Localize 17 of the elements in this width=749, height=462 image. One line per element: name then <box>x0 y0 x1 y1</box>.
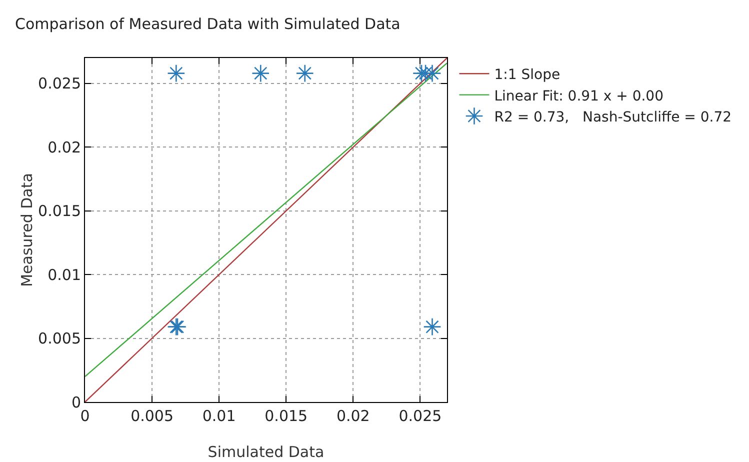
y-tick-label: 0.005 <box>38 330 81 348</box>
x-tick-label: 0.005 <box>130 407 174 425</box>
y-axis-title: Measured Data <box>18 173 36 287</box>
y-tick-label: 0.01 <box>48 266 81 284</box>
legend-label: R2 = 0.73, Nash-Sutcliffe = 0.72 <box>494 109 732 126</box>
y-tick-label: 0 <box>71 393 81 412</box>
y-tick-label: 0.02 <box>48 138 81 156</box>
x-tick-label: 0.015 <box>264 407 308 425</box>
y-tick-label: 0.025 <box>38 74 81 93</box>
x-tick-label: 0.01 <box>202 407 236 425</box>
legend-label: Linear Fit: 0.91 x + 0.00 <box>494 88 664 104</box>
x-tick-label: 0.025 <box>398 407 442 425</box>
x-tick-label: 0.02 <box>336 407 370 425</box>
legend-label: 1:1 Slope <box>494 67 560 84</box>
x-axis-title: Simulated Data <box>208 443 324 461</box>
chart-title: Comparison of Measured Data with Simulated Data <box>14 14 400 33</box>
y-tick-label: 0.015 <box>38 202 81 220</box>
